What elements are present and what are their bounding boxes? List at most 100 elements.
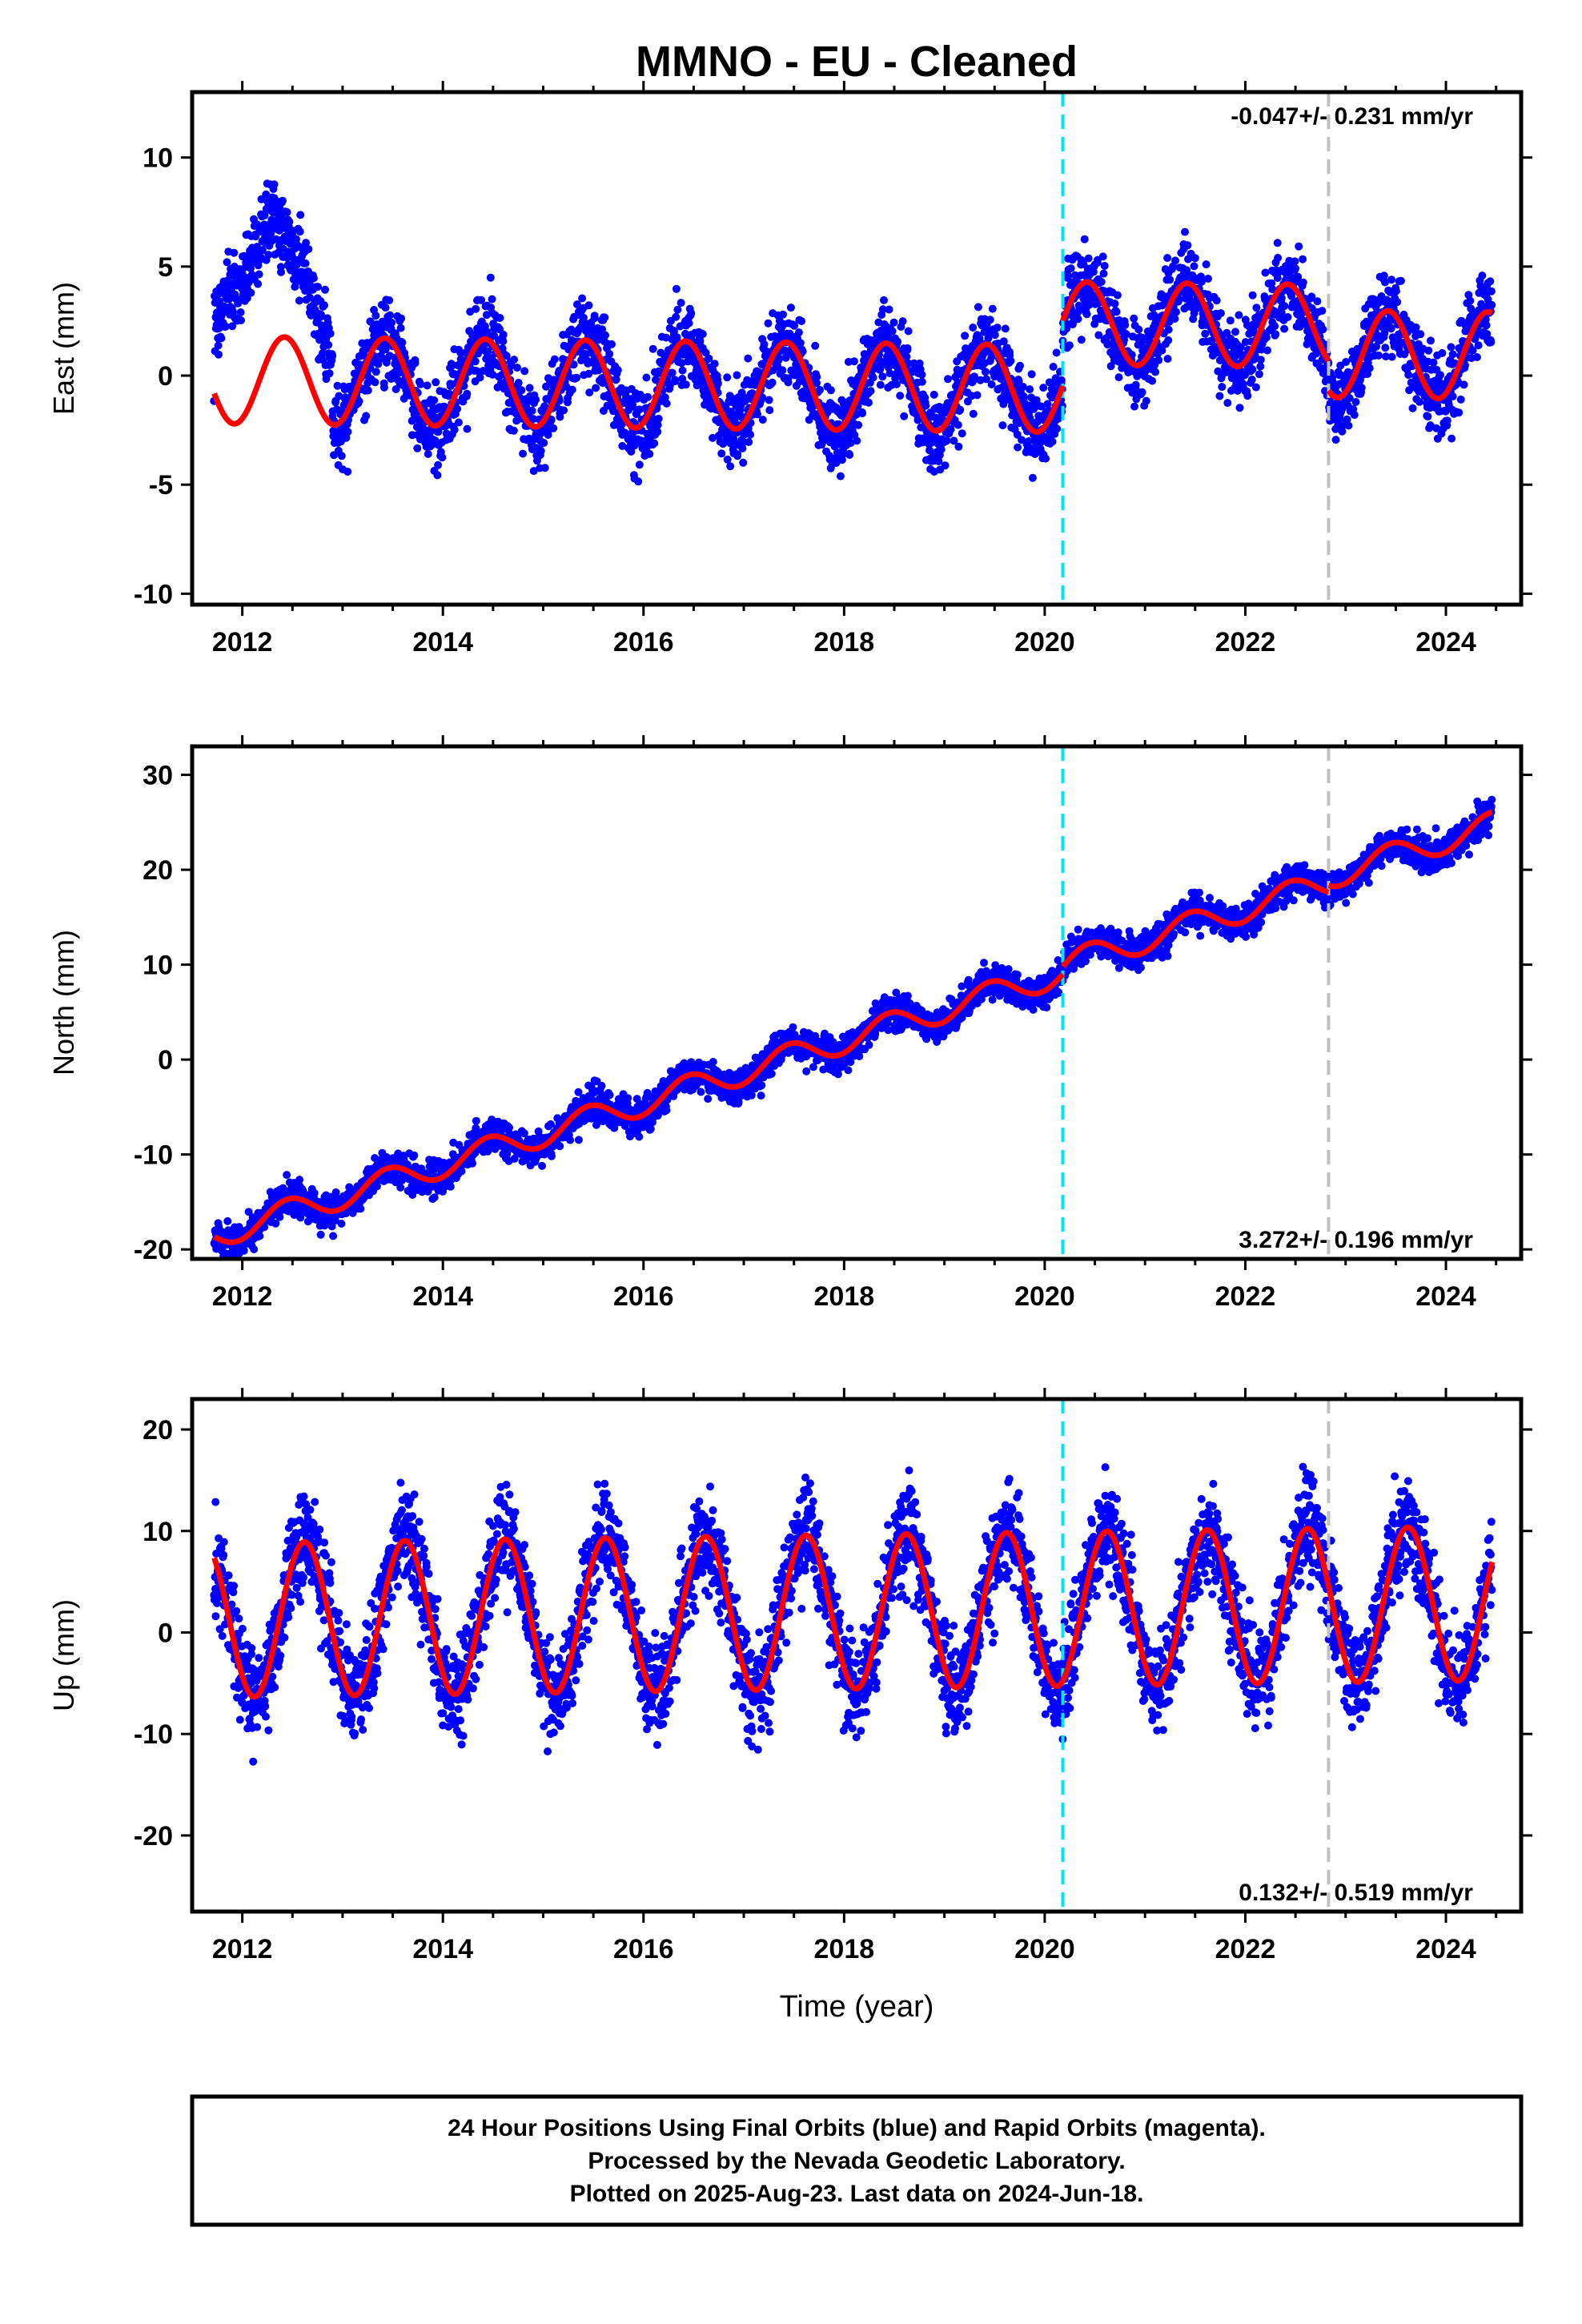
- data-point: [1267, 279, 1276, 287]
- data-point: [705, 354, 713, 363]
- data-point: [247, 288, 255, 297]
- data-point: [982, 375, 990, 384]
- data-point: [1006, 356, 1015, 365]
- data-point: [969, 324, 978, 332]
- data-point: [387, 318, 396, 327]
- data-point: [279, 196, 287, 205]
- data-point: [1411, 323, 1420, 332]
- data-point: [921, 401, 930, 410]
- data-point: [1443, 416, 1452, 425]
- data-point: [946, 425, 955, 434]
- data-point: [316, 1230, 325, 1239]
- data-point: [1212, 296, 1221, 305]
- data-point: [1216, 309, 1225, 318]
- data-point: [1299, 278, 1307, 287]
- data-point: [1163, 355, 1172, 363]
- data-point: [733, 452, 742, 460]
- data-point: [255, 270, 263, 279]
- data-point: [260, 211, 269, 219]
- data-point: [244, 279, 253, 287]
- data-point: [1082, 310, 1091, 319]
- data-point: [1387, 324, 1395, 332]
- data-point: [1466, 296, 1475, 305]
- data-point: [893, 337, 902, 346]
- data-point: [1271, 322, 1279, 331]
- data-point: [998, 421, 1007, 430]
- data-point: [970, 372, 978, 381]
- data-point: [930, 390, 938, 399]
- data-point: [710, 360, 719, 368]
- data-point: [1256, 362, 1265, 371]
- data-point: [1112, 308, 1121, 316]
- data-point: [363, 386, 372, 395]
- data-point: [849, 357, 858, 366]
- y-tick-label: -10: [134, 579, 173, 609]
- x-tick-label: 2022: [1215, 627, 1276, 657]
- data-point: [499, 330, 508, 339]
- data-point: [416, 380, 425, 388]
- data-point: [885, 305, 893, 314]
- data-point: [528, 406, 536, 415]
- data-point: [1154, 356, 1163, 364]
- data-point: [572, 300, 581, 309]
- data-point: [1387, 275, 1396, 284]
- data-point: [385, 296, 394, 304]
- data-point: [1268, 285, 1277, 294]
- data-point: [1048, 437, 1057, 446]
- data-point: [239, 1246, 248, 1255]
- data-point: [765, 406, 774, 415]
- data-point: [1295, 242, 1303, 251]
- data-point: [505, 1124, 513, 1132]
- data-point: [775, 354, 784, 363]
- data-point: [1142, 396, 1150, 405]
- data-point: [1277, 294, 1286, 303]
- data-point: [1064, 271, 1073, 280]
- data-point: [529, 415, 538, 424]
- data-point: [1350, 411, 1359, 420]
- data-point: [1307, 292, 1316, 301]
- data-point: [1248, 291, 1257, 300]
- data-point: [1387, 352, 1396, 361]
- data-point: [778, 366, 787, 375]
- data-point: [696, 336, 705, 345]
- data-point: [878, 372, 887, 381]
- data-point: [1488, 300, 1496, 309]
- data-point: [1097, 278, 1106, 286]
- data-point: [1365, 364, 1374, 372]
- data-point: [1319, 325, 1327, 334]
- data-point: [1482, 321, 1491, 330]
- data-point: [671, 377, 680, 386]
- data-point: [673, 305, 682, 314]
- data-point: [569, 360, 578, 369]
- data-point: [291, 283, 299, 292]
- y-tick-label: 5: [158, 252, 173, 283]
- data-point: [900, 412, 909, 420]
- data-point: [600, 313, 609, 322]
- data-point: [779, 310, 787, 319]
- data-point: [408, 1191, 417, 1199]
- data-point: [275, 1212, 284, 1221]
- data-point: [673, 333, 681, 342]
- data-point: [1472, 353, 1481, 361]
- data-point: [321, 285, 329, 294]
- data-point: [386, 311, 395, 320]
- data-point: [1204, 275, 1212, 283]
- data-point: [228, 322, 237, 331]
- data-point: [378, 317, 387, 326]
- data-point: [1223, 399, 1232, 408]
- data-point: [1351, 398, 1360, 406]
- data-point: [876, 380, 885, 389]
- data-point: [1018, 383, 1027, 391]
- data-point: [1248, 365, 1257, 374]
- data-point: [915, 359, 924, 368]
- data-point: [1223, 328, 1231, 337]
- data-point: [853, 436, 861, 445]
- plot-area: [210, 746, 1496, 1259]
- data-point: [309, 274, 318, 283]
- data-point: [283, 1171, 291, 1180]
- data-point: [525, 384, 534, 392]
- data-point: [424, 449, 432, 458]
- data-point: [678, 366, 687, 375]
- model-curve: [1326, 308, 1494, 402]
- data-point: [739, 458, 748, 467]
